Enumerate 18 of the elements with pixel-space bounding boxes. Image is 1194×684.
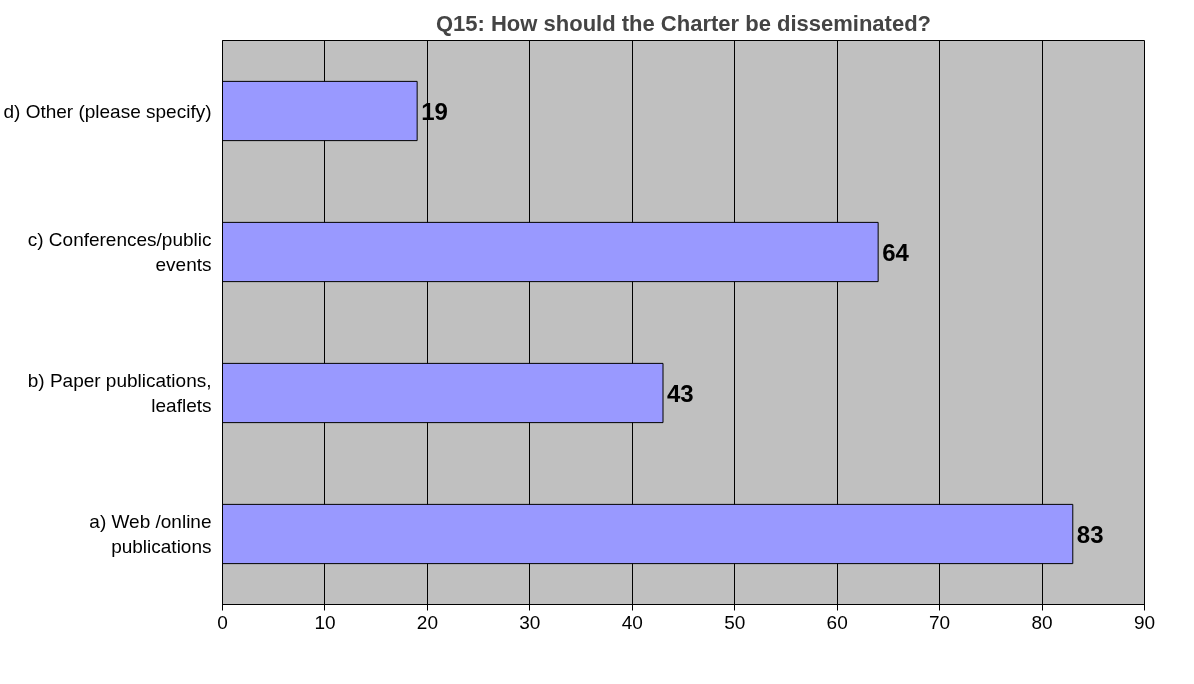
x-tick-label: 20 bbox=[416, 611, 438, 633]
chart-title: Q15: How should the Charter be disseminated? bbox=[435, 10, 932, 36]
y-tick-label: c) Conferences/public events bbox=[27, 228, 212, 276]
x-tick-label: 90 bbox=[1133, 611, 1156, 633]
data-label: 64 bbox=[882, 238, 910, 266]
y-tick-label: b) Paper publications, leaflets bbox=[27, 369, 212, 417]
x-tick-label: 30 bbox=[519, 611, 541, 633]
y-tick-label: a) Web /online publications bbox=[89, 510, 212, 558]
x-tick-label: 0 bbox=[217, 611, 228, 633]
x-tick-label: 40 bbox=[621, 611, 643, 633]
y-tick-label: d) Other (please specify) bbox=[3, 100, 212, 122]
x-tick-label: 60 bbox=[826, 611, 848, 633]
x-tick-label: 50 bbox=[724, 611, 746, 633]
data-label: 83 bbox=[1076, 520, 1104, 548]
data-label: 43 bbox=[667, 379, 694, 407]
x-tick-label: 10 bbox=[314, 611, 336, 633]
x-tick-label: 70 bbox=[929, 611, 951, 633]
x-tick-label: 80 bbox=[1031, 611, 1053, 633]
